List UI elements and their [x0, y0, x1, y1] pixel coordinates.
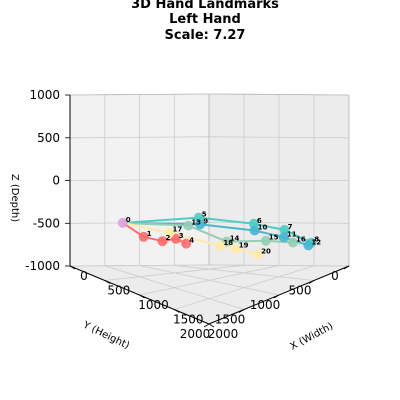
- landmark-label-7: 7: [288, 223, 293, 231]
- x-tick-label: 1000: [138, 298, 169, 312]
- pane-edge: [69, 93, 210, 96]
- grid-line-z-right: [208, 221, 350, 224]
- y-tick-label: 0: [331, 269, 339, 283]
- landmark-point-10: [249, 225, 260, 236]
- landmark-label-8: 8: [314, 236, 319, 244]
- landmark-label-4: 4: [189, 237, 194, 245]
- landmark-label-5: 5: [202, 211, 207, 219]
- grid-line-z-left: [69, 136, 210, 139]
- landmark-point-1: [138, 231, 149, 242]
- landmark-label-3: 3: [179, 232, 184, 240]
- landmark-label-9: 9: [203, 217, 208, 225]
- pane-edge: [208, 93, 350, 96]
- grid-line-z-right: [208, 136, 350, 139]
- y-tick-label: 1000: [250, 298, 281, 312]
- y-tick-mark: [273, 294, 280, 299]
- landmark-point-3: [170, 233, 181, 244]
- landmark-point-11: [278, 232, 289, 243]
- x-tick-label: 0: [80, 269, 88, 283]
- grid-line-z-right: [208, 264, 350, 267]
- z-tick-label: -1000: [25, 259, 60, 273]
- landmark-label-11: 11: [287, 230, 297, 238]
- landmark-label-1: 1: [147, 230, 152, 238]
- title-line-2: Left Hand: [169, 12, 241, 27]
- landmark-point-12: [303, 240, 314, 251]
- grid-line-z-right: [208, 179, 350, 181]
- x-tick-mark: [208, 323, 215, 328]
- landmark-point-19: [230, 243, 241, 254]
- axes-tick-labels: 05001000150020000500100015002000-1000-50…: [25, 88, 339, 341]
- title-line-1: 3D Hand Landmarks: [131, 0, 279, 12]
- x-tick-mark: [69, 265, 76, 270]
- landmark-point-18: [215, 240, 226, 251]
- landmark-label-18: 18: [223, 239, 233, 247]
- x-axis-label: X (Width): [289, 321, 336, 353]
- title-line-3: Scale: 7.27: [165, 28, 246, 43]
- y-tick-label: 500: [289, 284, 312, 298]
- y-tick-mark: [343, 265, 350, 270]
- landmark-label-10: 10: [258, 224, 268, 232]
- landmark-label-20: 20: [261, 247, 271, 255]
- x-tick-mark: [174, 309, 180, 313]
- landmark-markers: [117, 212, 317, 260]
- landmark-label-12: 12: [311, 238, 321, 246]
- landmark-label-17: 17: [173, 226, 183, 234]
- landmark-point-7: [279, 224, 290, 235]
- landmark-label-19: 19: [239, 242, 249, 250]
- x-tick-label: 500: [107, 284, 130, 298]
- grid-line-y-floor: [104, 265, 245, 310]
- landmark-point-16: [288, 237, 298, 248]
- z-axis-label: Z (Depth): [9, 174, 20, 222]
- y-tick-label: 2000: [180, 327, 211, 341]
- landmark-label-13: 13: [191, 219, 201, 227]
- landmark-label-15: 15: [269, 234, 279, 242]
- grid-line-z-left: [69, 179, 210, 181]
- z-tick-label: 0: [52, 174, 60, 188]
- landmark-label-6: 6: [257, 217, 262, 225]
- x-tick-mark: [139, 294, 145, 299]
- floor-pane: [70, 265, 349, 324]
- y-axis-label: Y (Height): [80, 319, 131, 351]
- y-tick-mark: [238, 309, 245, 313]
- landmark-label-0: 0: [126, 216, 131, 224]
- landmark-label-14: 14: [230, 235, 240, 243]
- y-tick-label: 1500: [215, 313, 246, 327]
- x-tick-label: 1500: [173, 313, 204, 327]
- z-tick-label: 500: [37, 131, 60, 145]
- landmark-point-13: [183, 220, 194, 231]
- grid-line-y-floor: [139, 265, 280, 296]
- x-tick-label: 2000: [208, 327, 239, 341]
- landmark-point-2: [157, 236, 168, 247]
- landmark-label-16: 16: [296, 236, 306, 244]
- grid-line-y-floor: [174, 264, 315, 281]
- chart-title: 3D Hand Landmarks Left Hand Scale: 7.27: [131, 0, 279, 43]
- landmark-point-20: [253, 249, 264, 260]
- y-tick-mark: [308, 280, 315, 284]
- grid-line-z-left: [69, 264, 210, 267]
- landmark-point-4: [181, 238, 192, 249]
- z-tick-label: 1000: [29, 88, 60, 102]
- landmark-point-15: [260, 235, 271, 246]
- axes-ticks: [65, 94, 350, 328]
- y-tick-mark: [203, 323, 210, 328]
- landmark-point-17: [164, 227, 175, 238]
- landmark-point-0: [117, 217, 128, 228]
- landmark-point-9: [195, 219, 206, 230]
- z-tick-label: -500: [33, 216, 60, 230]
- x-tick-mark: [104, 280, 111, 284]
- landmark-label-2: 2: [166, 234, 171, 242]
